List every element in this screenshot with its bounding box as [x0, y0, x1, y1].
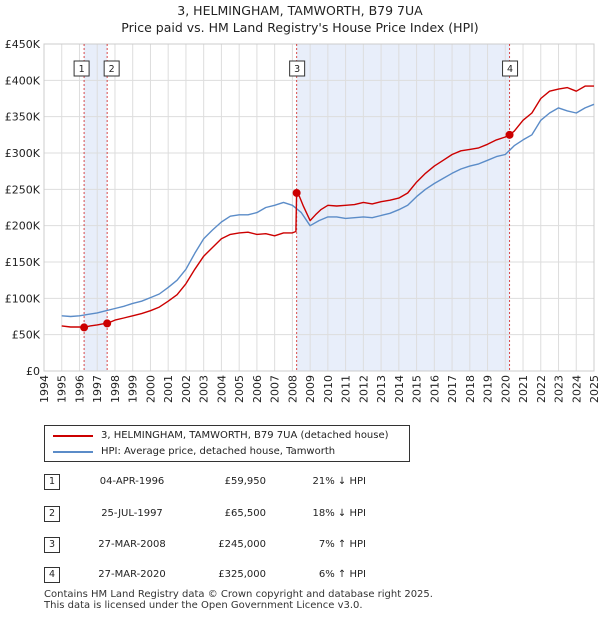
x-tick-label: 2008: [286, 375, 299, 403]
x-tick-label: 2001: [162, 375, 175, 403]
legend-swatch-property: [53, 435, 93, 437]
x-tick-label: 2010: [322, 375, 335, 403]
transaction-hpi-diff: 18% ↓ HPI: [312, 508, 366, 519]
transaction-number: 4: [44, 567, 60, 583]
transaction-marker: [505, 130, 514, 139]
x-tick-label: 2024: [570, 375, 583, 403]
x-tick-label: 2003: [198, 375, 211, 403]
legend: 3, HELMINGHAM, TAMWORTH, B79 7UA (detach…: [44, 425, 410, 462]
x-tick-label: 1997: [91, 375, 104, 403]
x-tick-label: 2000: [144, 375, 157, 403]
transaction-marker: [103, 319, 112, 328]
legend-swatch-hpi: [53, 451, 93, 453]
transaction-label: 1: [79, 64, 85, 75]
transaction-number: 2: [44, 506, 60, 522]
y-tick-label: £400K: [5, 74, 41, 87]
footer-license: This data is licensed under the Open Gov…: [44, 600, 363, 611]
y-tick-label: £200K: [5, 220, 41, 233]
x-tick-label: 1998: [109, 375, 122, 403]
x-tick-label: 1995: [56, 375, 69, 403]
x-tick-label: 2012: [357, 375, 370, 403]
transaction-date: 25-JUL-1997: [101, 508, 163, 519]
x-tick-label: 2021: [517, 375, 530, 403]
chart-title-line1: 3, HELMINGHAM, TAMWORTH, B79 7UA: [177, 3, 423, 18]
transaction-number: 1: [44, 474, 60, 490]
price-chart: £0 £50K £100K £150K £200K £250K £300K £350K £400…: [5, 38, 600, 403]
transaction-label: 2: [109, 64, 115, 75]
legend-label-property: 3, HELMINGHAM, TAMWORTH, B79 7UA (detach…: [101, 430, 389, 441]
x-tick-label: 2006: [251, 375, 264, 403]
x-tick-label: 2009: [304, 375, 317, 403]
y-tick-label: £350K: [5, 111, 41, 124]
x-tick-label: 2013: [375, 375, 388, 403]
x-tick-label: 2014: [393, 375, 406, 403]
x-tick-label: 2007: [269, 375, 282, 403]
x-tick-label: 2025: [588, 375, 600, 403]
x-tick-label: 2023: [553, 375, 566, 403]
shaded-period: [84, 44, 108, 371]
transaction-label: 3: [294, 64, 300, 75]
transaction-marker: [292, 188, 301, 197]
x-tick-label: 2019: [482, 375, 495, 403]
property-price-line: [61, 85, 594, 329]
x-tick-label: 2022: [535, 375, 548, 403]
y-tick-label: £450K: [5, 38, 41, 51]
plot-frame: [43, 43, 595, 372]
transaction-label-box: [502, 60, 519, 77]
transaction-hpi-diff: 6% ↑ HPI: [318, 569, 366, 580]
y-tick-label: £250K: [5, 183, 41, 196]
legend-label-hpi: HPI: Average price, detached house, Tamw…: [101, 446, 336, 457]
x-tick-label: 1994: [38, 375, 51, 403]
transaction-label-box: [289, 60, 306, 77]
y-tick-label: £0: [26, 365, 40, 378]
transaction-price: £59,950: [224, 476, 266, 487]
x-tick-label: 2015: [411, 375, 424, 403]
transaction-marker: [80, 323, 89, 332]
transaction-label: 4: [507, 64, 513, 75]
x-tick-label: 1999: [127, 375, 140, 403]
transaction-date: 27-MAR-2020: [98, 569, 166, 580]
transaction-label-box: [73, 60, 90, 77]
x-tick-label: 2011: [340, 375, 353, 403]
transaction-hpi-diff: 7% ↑ HPI: [318, 539, 366, 550]
transaction-label-box: [103, 60, 120, 77]
x-tick-label: 2005: [233, 375, 246, 403]
transaction-hpi-diff: 21% ↓ HPI: [312, 476, 366, 487]
x-tick-label: 2017: [446, 375, 459, 403]
transaction-price: £65,500: [224, 508, 266, 519]
x-tick-label: 2004: [215, 375, 228, 403]
footer-copyright: Contains HM Land Registry data © Crown c…: [44, 589, 433, 600]
chart-title-line2: Price paid vs. HM Land Registry's House …: [121, 20, 479, 35]
x-tick-label: 2018: [464, 375, 477, 403]
hpi-line: [61, 103, 595, 318]
x-tick-label: 1996: [73, 375, 86, 403]
y-tick-label: £100K: [5, 292, 41, 305]
x-tick-label: 2020: [499, 375, 512, 403]
footer: Contains HM Land Registry data © Crown c…: [44, 589, 433, 611]
transaction-date: 04-APR-1996: [99, 476, 165, 487]
transaction-date: 27-MAR-2008: [98, 539, 166, 550]
y-tick-label: £150K: [5, 256, 41, 269]
transaction-price: £245,000: [218, 539, 266, 550]
x-tick-label: 2016: [428, 375, 441, 403]
y-tick-label: £50K: [12, 329, 41, 342]
transaction-price: £325,000: [218, 569, 266, 580]
transaction-number: 3: [44, 537, 60, 553]
y-tick-label: £300K: [5, 147, 41, 160]
x-tick-label: 2002: [180, 375, 193, 403]
